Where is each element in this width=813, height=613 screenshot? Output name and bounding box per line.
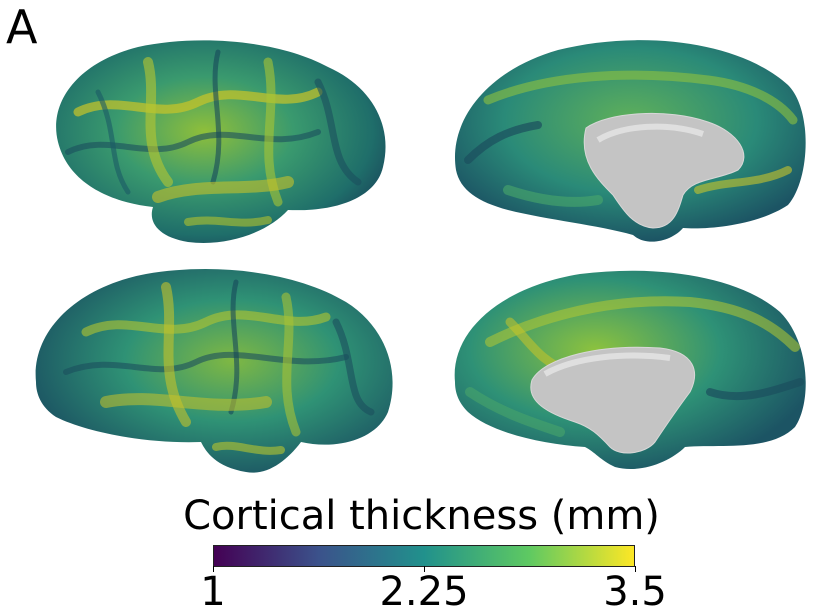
panel-label: A <box>6 0 38 54</box>
colorbar-tick <box>212 566 214 572</box>
colorbar-tick-label: 2.25 <box>379 569 469 613</box>
colorbar-tick-label: 1 <box>200 569 226 613</box>
colorbar-tick <box>423 566 425 572</box>
brain-medial-view-bottom <box>454 270 806 470</box>
brain-lateral-view-bottom <box>35 269 393 473</box>
brain-lateral-view-top <box>56 40 386 243</box>
colorbar-tick-label: 3.5 <box>603 569 667 613</box>
colorbar-title: Cortical thickness (mm) <box>183 493 660 539</box>
colorbar-tick <box>634 566 636 572</box>
colorbar <box>213 545 635 567</box>
brain-medial-view-top <box>454 40 806 242</box>
